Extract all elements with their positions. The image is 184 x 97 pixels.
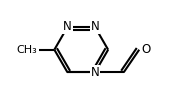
Text: N: N	[91, 20, 99, 33]
Text: CH₃: CH₃	[17, 45, 38, 55]
Text: O: O	[142, 43, 151, 56]
Text: N: N	[91, 66, 99, 79]
Text: N: N	[63, 20, 72, 33]
